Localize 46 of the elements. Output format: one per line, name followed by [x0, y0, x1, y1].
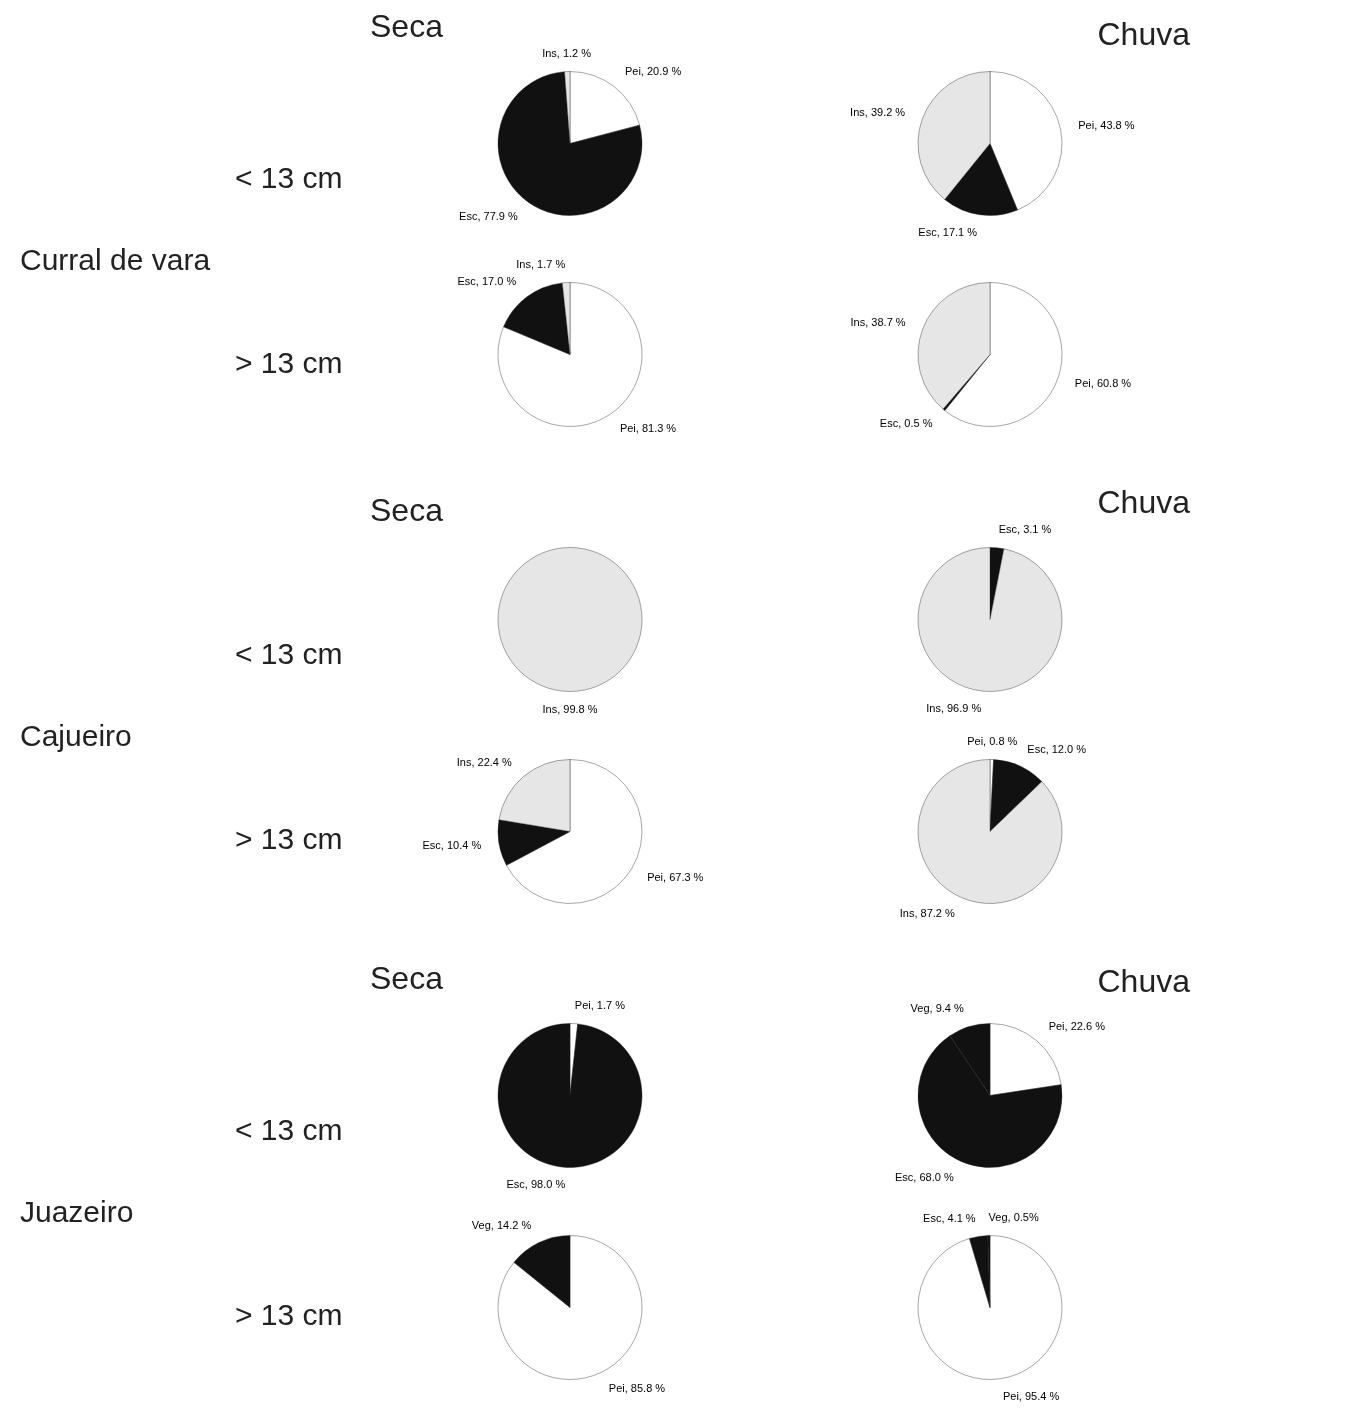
chart-title: Chuva	[1097, 963, 1191, 1000]
text: < 13 cm	[235, 161, 343, 194]
chart-title: Seca	[370, 492, 444, 528]
slice-label: Pei, 81.3 %	[619, 422, 677, 435]
slice-label: Pei, 43.8 %	[1078, 118, 1135, 131]
slice-label: Esc, 98.0 %	[506, 1178, 566, 1191]
text: > 13 cm	[235, 1297, 343, 1331]
text: < 13 cm	[235, 1113, 343, 1146]
slice-label: Ins, 99.8 %	[542, 702, 598, 715]
chart-title: Chuva	[1097, 16, 1191, 52]
slice-label: Pei, 95.4 %	[1002, 1389, 1060, 1402]
chart-title: Seca	[370, 7, 444, 44]
slice-label: Esc, 4.1 %	[923, 1211, 976, 1224]
slice-label: Ins, 39.2 %	[850, 106, 906, 119]
slice-label: Esc, 0.5 %	[879, 416, 933, 429]
slice-label: Esc, 3.1 %	[998, 522, 1052, 535]
slice-label: Pei, 60.8 %	[1074, 377, 1132, 390]
slice-label: Veg, 9.4 %	[910, 1002, 965, 1015]
text: Juazeiro	[20, 1195, 134, 1228]
chart-title: Seca	[370, 959, 444, 996]
slice-label: Ins, 96.9 %	[926, 702, 982, 715]
slice-label: Esc, 68.0 %	[895, 1170, 954, 1183]
slice-label: Veg, 14.2 %	[471, 1219, 532, 1232]
slice-label: Esc, 77.9 %	[459, 209, 518, 222]
slice-label: Esc, 17.1 %	[918, 225, 978, 238]
slice-label: Ins, 1.2 %	[542, 46, 592, 59]
slice-label: Ins, 38.7 %	[850, 316, 906, 329]
text: > 13 cm	[235, 821, 343, 855]
slice-label: Esc, 12.0 %	[1027, 742, 1087, 755]
slice-label: Pei, 1.7 %	[574, 998, 626, 1011]
slice-label: Pei, 20.9 %	[624, 65, 682, 78]
slice-label: Ins, 22.4 %	[456, 755, 513, 768]
text: Chuva	[1097, 483, 1191, 520]
slice-label: Esc, 10.4 %	[422, 838, 482, 851]
slice-label: Pei, 67.3 %	[647, 870, 704, 883]
slice-label: Pei, 0.8 %	[967, 734, 1018, 747]
text: < 13 cm	[235, 637, 343, 670]
slice-label: Pei, 85.8 %	[608, 1381, 666, 1394]
text: > 13 cm	[235, 345, 343, 379]
slice-label: Ins, 87.2 %	[899, 907, 955, 920]
slice-label: Pei, 22.6 %	[1048, 1020, 1106, 1033]
slice-label: Esc, 17.0 %	[457, 275, 517, 288]
slice-label: Veg, 0.5%	[988, 1210, 1039, 1223]
slice-label: Ins, 1.7 %	[516, 257, 566, 270]
text: Curral de vara	[20, 243, 211, 276]
text: Cajueiro	[20, 719, 132, 752]
